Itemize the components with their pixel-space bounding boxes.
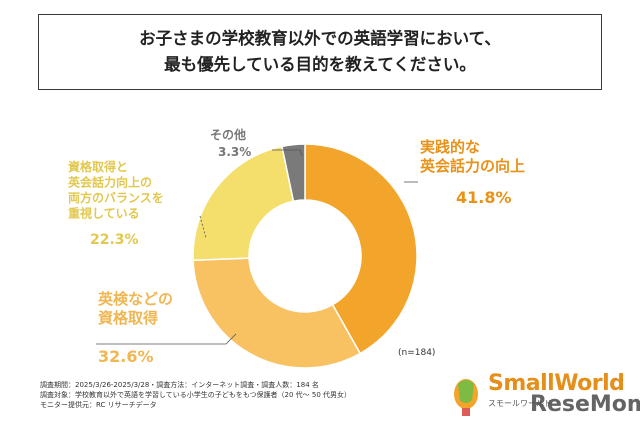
category-label-2-line-0: 資格取得と [68,159,128,174]
title-line-2: 最も優先している目的を教えてください。 [164,55,476,74]
leader-line-1 [96,333,237,345]
title-box: お子さまの学校教育以外での英語学習において、 最も優先している目的を教えてくださ… [38,14,602,90]
title-line-1: お子さまの学校教育以外での英語学習において、 [139,28,501,48]
footer-line-2: 調査対象：学校教育以外で英語を学習している小学生の子どもをもつ保護者（20 代〜… [40,391,351,400]
category-label-1-line-1: 資格取得 [98,309,158,327]
category-label-0-line-0: 実践的な [420,138,480,156]
category-label-1-line-0: 英検などの [98,290,173,308]
value-label-1: 32.6% [98,347,154,366]
resemom-watermark: ReseMom [530,392,640,417]
leader-line-3 [272,149,303,157]
sample-size: (n=184) [398,348,436,358]
category-label-2-line-1: 英会話力向上の [68,175,152,190]
footer-line-1: 調査期間：2025/3/26-2025/3/28・調査方法：インターネット調査・… [40,381,319,389]
donut-slice-1 [192,257,362,369]
value-label-2: 22.3% [90,232,139,248]
logo-subtext: スモールワールド [488,399,552,408]
logo-text: SmallWorld [488,371,625,396]
smallworld-logo-icon [454,379,478,416]
category-label-3-line-0: その他 [210,127,246,142]
category-label-0-line-1: 英会話力の向上 [420,157,525,175]
donut-slice-0 [304,143,418,355]
donut-slice-3 [281,143,306,203]
footer-line-3: モニター提供元：RC リサーチデータ [40,401,157,410]
category-label-2-line-3: 重視している [68,206,140,221]
survey-footer: 調査期間：2025/3/26-2025/3/28・調査方法：インターネット調査・… [40,380,351,410]
category-label-2-line-2: 両方のバランスを [68,190,164,205]
donut-slice-2 [192,145,295,261]
value-label-3: 3.3% [218,145,251,159]
value-label-0: 41.8% [456,188,512,207]
